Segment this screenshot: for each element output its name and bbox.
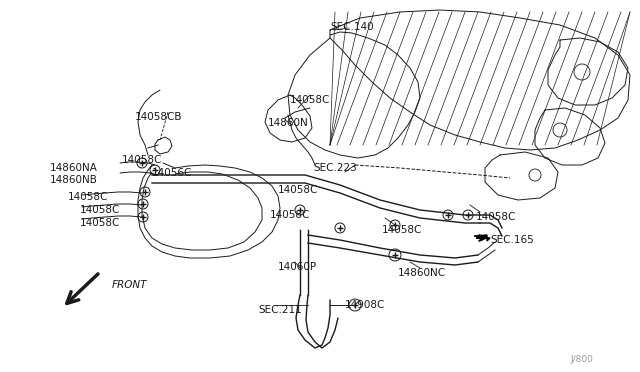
Text: SEC.223: SEC.223 — [313, 163, 356, 173]
Text: 14860NB: 14860NB — [50, 175, 98, 185]
Text: SEC.211: SEC.211 — [258, 305, 301, 315]
Text: SEC.140: SEC.140 — [330, 22, 374, 32]
Text: 14058C: 14058C — [68, 192, 108, 202]
Text: 14056C: 14056C — [152, 168, 193, 178]
Text: 14060P: 14060P — [278, 262, 317, 272]
Text: 14058C: 14058C — [270, 210, 310, 220]
Text: 14058CB: 14058CB — [135, 112, 182, 122]
Text: SEC.165: SEC.165 — [490, 235, 534, 245]
Text: FRONT: FRONT — [112, 280, 147, 290]
Text: 14058C: 14058C — [278, 185, 318, 195]
Text: 14860NC: 14860NC — [398, 268, 446, 278]
Text: 14058C: 14058C — [290, 95, 330, 105]
Text: 14908C: 14908C — [345, 300, 385, 310]
Polygon shape — [474, 235, 490, 241]
Text: 14860NA: 14860NA — [50, 163, 98, 173]
Text: 14058C: 14058C — [382, 225, 422, 235]
Text: J/800: J/800 — [570, 355, 593, 364]
Text: 14058C: 14058C — [122, 155, 163, 165]
Text: 14860N: 14860N — [268, 118, 308, 128]
Text: 14058C: 14058C — [476, 212, 516, 222]
Text: 14058C: 14058C — [80, 218, 120, 228]
Text: 14058C: 14058C — [80, 205, 120, 215]
